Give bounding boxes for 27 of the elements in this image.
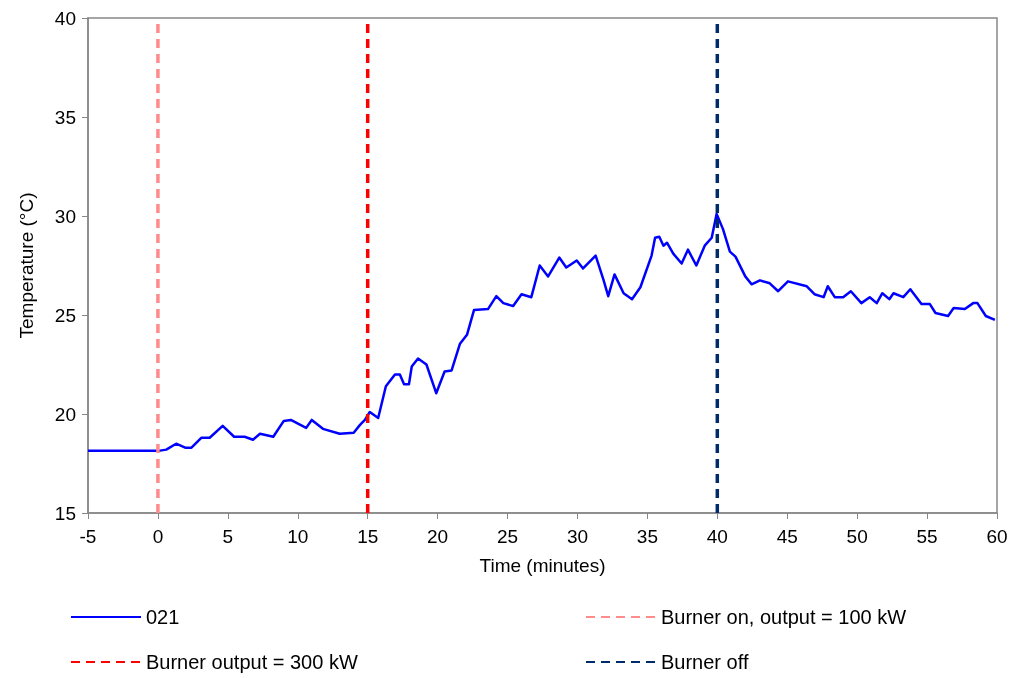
x-tick-label: 60 xyxy=(986,526,1008,547)
legend-label: Burner on, output = 100 kW xyxy=(661,606,907,628)
y-tick-label: 15 xyxy=(54,502,76,524)
legend-label: Burner off xyxy=(661,651,749,673)
y-tick-label: 35 xyxy=(54,106,76,128)
x-tick-label: 10 xyxy=(287,526,309,547)
y-tick-label: 30 xyxy=(54,205,76,227)
x-tick-label: 50 xyxy=(846,526,868,547)
x-tick-label: -5 xyxy=(79,526,97,547)
line-series xyxy=(86,212,997,452)
x-axis-title: Time (minutes) xyxy=(479,555,606,576)
x-tick-label: 20 xyxy=(427,526,449,547)
x-tick-label: 55 xyxy=(916,526,938,547)
x-tick-label: 15 xyxy=(357,526,379,547)
y-axis-title: Temperature (°C) xyxy=(16,192,37,339)
y-tick-label: 40 xyxy=(54,7,76,29)
legend-label: Burner output = 300 kW xyxy=(146,651,358,673)
x-tick-label: 45 xyxy=(776,526,798,547)
x-tick-label: 5 xyxy=(222,526,234,547)
x-tick-label: 25 xyxy=(496,526,519,547)
x-tick-label: 30 xyxy=(566,526,589,547)
y-tick-label: 25 xyxy=(54,304,76,326)
x-tick-label: 35 xyxy=(636,526,658,547)
x-tick-label: 0 xyxy=(152,526,164,547)
y-tick-label: 20 xyxy=(54,403,76,425)
legend-label: 021 xyxy=(146,606,180,628)
x-tick-label: 40 xyxy=(706,526,728,547)
